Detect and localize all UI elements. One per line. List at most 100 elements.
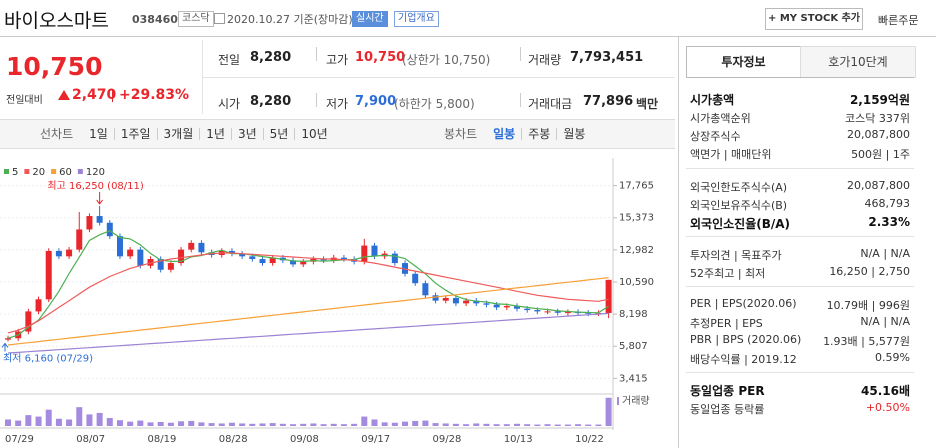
info-value: 1.93배 | 5,577원 bbox=[823, 335, 910, 348]
legend-swatch bbox=[51, 169, 57, 174]
legend-swatch bbox=[4, 169, 9, 174]
period-tab[interactable]: 3개월 bbox=[156, 128, 200, 140]
x-tick-label: 08/28 bbox=[219, 434, 248, 445]
candle-tab[interactable]: 주봉 bbox=[521, 128, 556, 140]
period-tab[interactable]: 1일 bbox=[89, 127, 108, 141]
divider bbox=[202, 40, 203, 114]
info-label: 배당수익률 | 2019.12 bbox=[690, 353, 797, 366]
volume-bar bbox=[127, 421, 134, 426]
info-label: 외국인소진율(B/A) bbox=[690, 217, 791, 231]
divider bbox=[686, 168, 914, 169]
market-badge: 코스닥 bbox=[178, 11, 214, 27]
legend-swatch bbox=[77, 169, 83, 174]
volume-bar bbox=[483, 423, 490, 426]
summary-value: 8,280 bbox=[250, 94, 292, 109]
volume-bar bbox=[259, 423, 266, 426]
overview-button[interactable]: 기업개요 bbox=[394, 11, 439, 27]
candle-body bbox=[116, 236, 123, 257]
candle-body bbox=[300, 261, 307, 265]
candle-body bbox=[228, 250, 235, 254]
orderbook-tab[interactable]: 호가10단계 bbox=[800, 46, 916, 78]
summary-label: 저가 bbox=[326, 97, 349, 111]
moving-average bbox=[7, 252, 609, 334]
y-tick-label: 15,373 bbox=[619, 213, 654, 224]
volume-bar bbox=[66, 419, 73, 426]
volume-bar bbox=[351, 423, 358, 426]
candle-body bbox=[514, 306, 520, 309]
quick-order[interactable]: 빠른주문 bbox=[878, 14, 919, 27]
candle-body bbox=[402, 263, 409, 274]
info-label: 시가총액 bbox=[690, 93, 735, 107]
tab-bar bbox=[0, 119, 675, 149]
summary-label: 거래량 bbox=[528, 53, 562, 67]
period-tab[interactable]: 1주일 bbox=[113, 128, 157, 140]
volume-bar bbox=[269, 423, 276, 426]
volume-bar bbox=[239, 423, 246, 426]
volume-bar bbox=[452, 423, 459, 426]
info-label: 동일업종 PER bbox=[690, 384, 765, 398]
candle-body bbox=[463, 300, 470, 304]
volume-bar bbox=[585, 424, 592, 426]
change-percent: +29.83% bbox=[119, 87, 190, 103]
candle-body bbox=[554, 311, 561, 313]
info-value: N/A | N/A bbox=[860, 247, 910, 260]
high-annotation: 최고 16,250 (08/11) bbox=[47, 180, 143, 192]
stock-name: 바이오스마트 bbox=[4, 10, 109, 32]
volume-bar bbox=[330, 423, 337, 426]
candle-body bbox=[564, 312, 571, 314]
divider bbox=[686, 77, 914, 78]
info-value: 10.79배 | 996원 bbox=[826, 299, 910, 312]
mystock-button[interactable]: + MY STOCK 추가 bbox=[765, 8, 863, 30]
summary-note: (하한가 5,800) bbox=[394, 97, 475, 111]
period-tab[interactable]: 10년 bbox=[294, 128, 333, 140]
candle-tab[interactable]: 월봉 bbox=[556, 128, 591, 140]
volume-bar bbox=[137, 420, 144, 426]
volume-bar bbox=[544, 424, 551, 426]
divider bbox=[678, 37, 679, 448]
divider bbox=[203, 77, 675, 78]
volume-bar bbox=[320, 424, 327, 426]
info-value: 2,159억원 bbox=[849, 93, 910, 107]
x-tick-label: 07/29 bbox=[5, 434, 34, 445]
volume-bar bbox=[76, 407, 83, 426]
candle-body bbox=[452, 297, 459, 304]
info-value: 468,793 bbox=[864, 197, 911, 210]
candle-body bbox=[432, 295, 439, 301]
period-tab[interactable]: 3년 bbox=[230, 128, 263, 140]
info-value: N/A | N/A bbox=[860, 315, 910, 328]
volume-bar bbox=[361, 416, 368, 426]
period-tab[interactable]: 1년 bbox=[199, 128, 231, 140]
candle-body bbox=[198, 242, 205, 253]
volume-bar bbox=[564, 424, 571, 426]
candle-body bbox=[503, 306, 510, 308]
legend-label: 5 bbox=[12, 167, 18, 178]
volume-bar bbox=[371, 419, 378, 426]
realtime-badge[interactable]: 실시간 bbox=[352, 11, 388, 27]
candle-body bbox=[106, 222, 113, 237]
candle-tab[interactable]: 일봉 bbox=[493, 127, 516, 141]
volume-bar bbox=[198, 422, 205, 426]
period-tab[interactable]: 5년 bbox=[262, 128, 295, 140]
info-value: +0.50% bbox=[865, 401, 910, 414]
candle-body bbox=[55, 250, 62, 257]
x-tick-label: 09/17 bbox=[361, 434, 390, 445]
info-value: 코스닥 337위 bbox=[845, 112, 910, 125]
candle-body bbox=[269, 257, 276, 264]
volume-bar bbox=[412, 420, 419, 426]
volume-bar bbox=[391, 422, 398, 426]
volume-bar bbox=[228, 422, 235, 426]
info-tab[interactable]: 투자정보 bbox=[686, 46, 801, 78]
volume-bar bbox=[5, 419, 11, 426]
candle-body bbox=[259, 259, 266, 264]
summary-value: 10,750 bbox=[355, 50, 406, 65]
info-value: 500원 | 1주 bbox=[851, 148, 910, 161]
y-tick-label: 10,590 bbox=[619, 277, 654, 288]
volume-bar bbox=[116, 420, 123, 426]
y-tick-label: 5,807 bbox=[619, 341, 648, 352]
volume-bar bbox=[340, 424, 347, 426]
divider bbox=[686, 372, 914, 373]
info-value: 20,087,800 bbox=[847, 179, 910, 192]
up-arrow-icon bbox=[58, 90, 70, 100]
info-label: 외국인보유주식수(B) bbox=[690, 199, 788, 212]
summary-label: 전일 bbox=[218, 53, 241, 67]
